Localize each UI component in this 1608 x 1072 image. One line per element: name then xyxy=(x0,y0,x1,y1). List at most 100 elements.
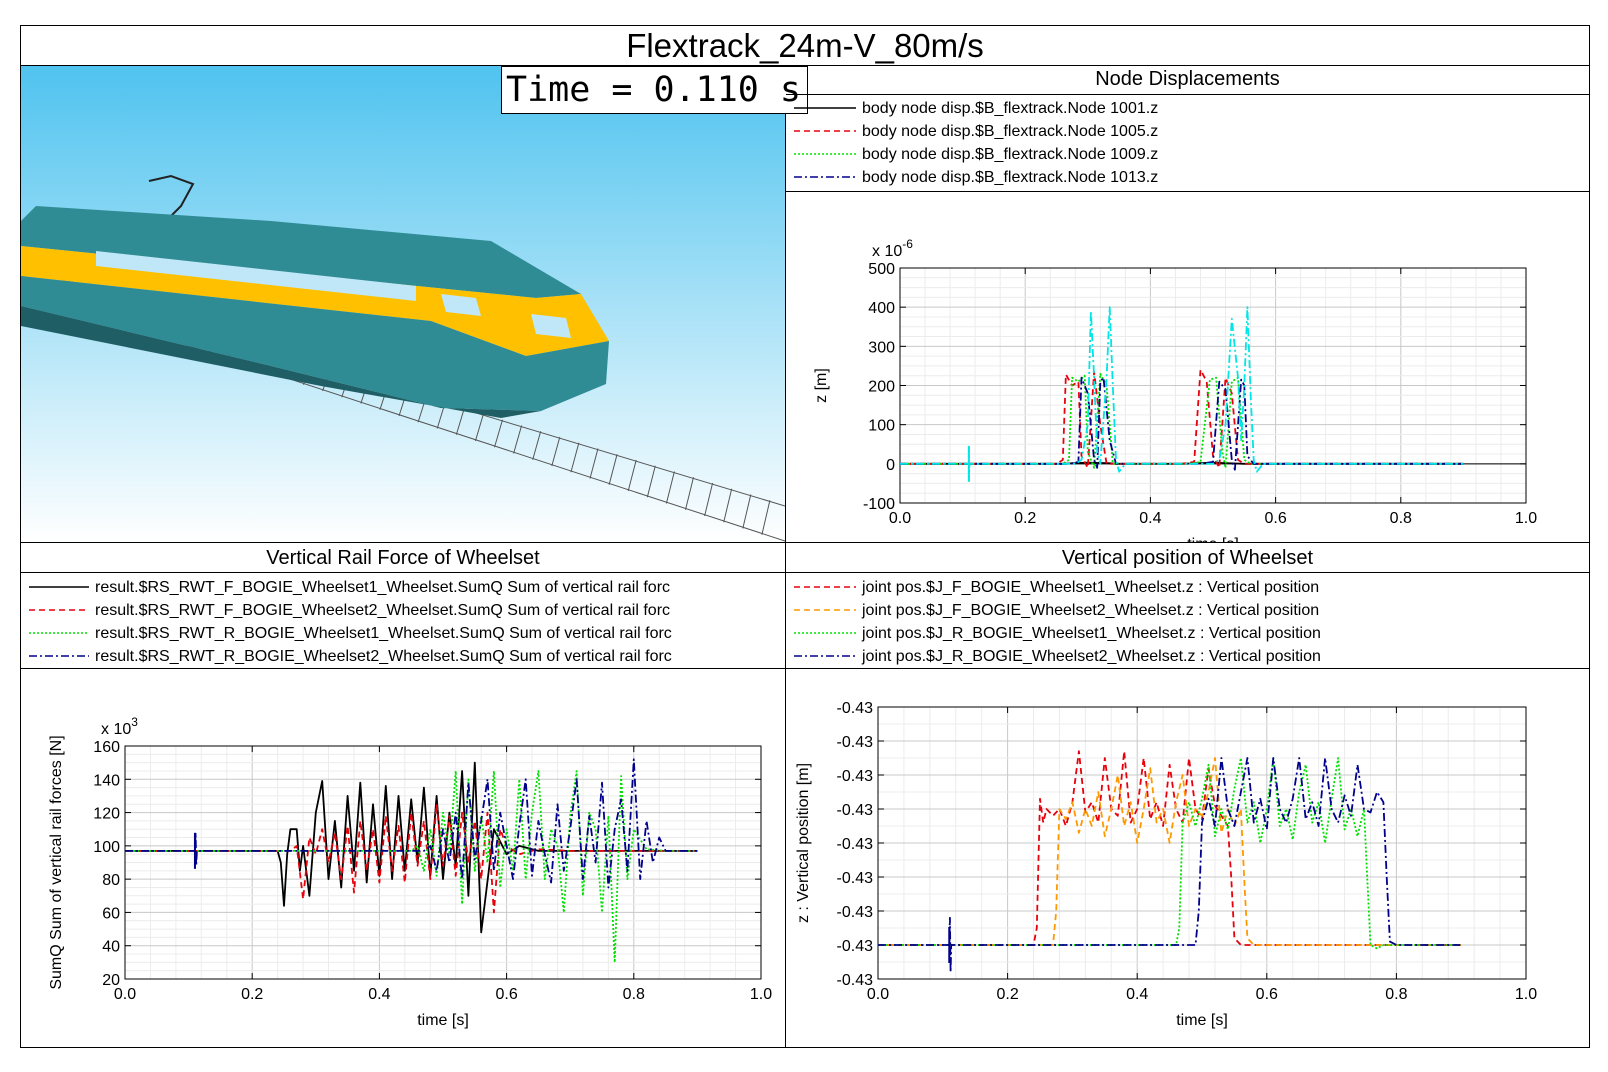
y-tick-label: 400 xyxy=(868,300,895,317)
track-sleeper xyxy=(723,488,733,523)
vertical-position-title: Vertical position of Wheelset xyxy=(786,543,1589,573)
train-roof xyxy=(21,206,581,298)
track-sleeper xyxy=(627,459,637,492)
y-multiplier-exp: -6 xyxy=(902,237,913,251)
legend-label: result.$RS_RWT_R_BOGIE_Wheelset1_Wheelse… xyxy=(95,625,672,642)
legend-label: body node disp.$B_flextrack.Node 1001.z xyxy=(862,100,1158,117)
legend-label: joint pos.$J_R_BOGIE_Wheelset1_Wheelset.… xyxy=(861,625,1321,642)
legend-label: body node disp.$B_flextrack.Node 1013.z xyxy=(862,169,1158,186)
legend-label: body node disp.$B_flextrack.Node 1009.z xyxy=(862,146,1158,163)
y-tick-label: 140 xyxy=(93,772,120,789)
y-tick-label: 120 xyxy=(93,806,120,823)
series-line xyxy=(878,757,1462,974)
x-tick-label: 0.8 xyxy=(1385,986,1407,1003)
x-axis-label: time [s] xyxy=(1187,536,1239,542)
figure-frame: Flextrack_24m-V_80m/s xyxy=(20,25,1590,1048)
y-tick-label: 20 xyxy=(102,972,120,989)
y-tick-label: 100 xyxy=(868,418,895,435)
series-line xyxy=(878,757,1462,950)
y-multiplier-exp: 3 xyxy=(131,715,138,729)
node-displacements-title: Node Displacements xyxy=(786,66,1589,95)
track-sleeper xyxy=(532,431,542,460)
main-title: Flextrack_24m-V_80m/s xyxy=(21,26,1589,66)
y-tick-label: -0.43 xyxy=(837,836,874,853)
legend-label: joint pos.$J_F_BOGIE_Wheelset2_Wheelset.… xyxy=(861,602,1319,619)
x-tick-label: 1.0 xyxy=(750,986,772,1003)
track-sleeper xyxy=(455,408,465,435)
y-tick-label: -0.43 xyxy=(837,768,874,785)
y-axis-label: SumQ Sum of vertical rail forces [N] xyxy=(48,735,65,989)
y-tick-label: 80 xyxy=(102,872,120,889)
train-window xyxy=(441,294,481,316)
y-axis-label: z : Vertical position [m] xyxy=(795,763,812,923)
animation-view xyxy=(21,66,785,542)
series-line xyxy=(900,368,1464,469)
x-tick-label: 0.0 xyxy=(867,986,889,1003)
pantograph xyxy=(148,174,195,217)
rail-force-chart: result.$RS_RWT_F_BOGIE_Wheelset1_Wheelse… xyxy=(29,579,772,1029)
y-tick-label: 160 xyxy=(93,739,120,756)
legend-label: joint pos.$J_F_BOGIE_Wheelset1_Wheelset.… xyxy=(861,579,1319,596)
y-tick-label: 40 xyxy=(102,939,120,956)
track-sleeper xyxy=(742,494,752,529)
legend-separator xyxy=(786,668,1589,669)
x-tick-label: 0.8 xyxy=(1390,510,1412,527)
train-window xyxy=(531,314,571,338)
node-displacements-chart: body node disp.$B_flextrack.Node 1001.z b… xyxy=(794,100,1537,542)
track-sleeper xyxy=(704,482,714,517)
track-sleeper xyxy=(761,500,771,535)
y-tick-label: -0.43 xyxy=(837,700,874,717)
legend-label: result.$RS_RWT_F_BOGIE_Wheelset1_Wheelse… xyxy=(95,579,670,596)
legend-label: body node disp.$B_flextrack.Node 1005.z xyxy=(862,123,1158,140)
track-sleeper xyxy=(608,454,618,485)
x-tick-label: 1.0 xyxy=(1515,510,1537,527)
train-window-strip xyxy=(96,251,416,301)
x-tick-label: 0.6 xyxy=(1256,986,1278,1003)
train-scene xyxy=(21,66,785,542)
y-tick-label: 100 xyxy=(93,839,120,856)
y-tick-label: 500 xyxy=(868,261,895,278)
y-multiplier: x 10-6 xyxy=(872,237,913,260)
series-line xyxy=(900,306,1464,481)
x-tick-label: 0.6 xyxy=(495,986,517,1003)
y-multiplier: x 103 xyxy=(101,715,138,738)
rail-force-title: Vertical Rail Force of Wheelset xyxy=(21,543,785,573)
train xyxy=(21,174,609,418)
series-line xyxy=(125,803,698,914)
x-tick-label: 0.4 xyxy=(1139,510,1161,527)
x-tick-label: 0.2 xyxy=(996,986,1018,1003)
series-line xyxy=(125,758,698,889)
x-tick-label: 0.2 xyxy=(1014,510,1036,527)
track-sleeper xyxy=(589,448,599,479)
track-sleeper xyxy=(474,413,484,442)
legend-separator xyxy=(21,668,785,669)
x-tick-label: 0.6 xyxy=(1264,510,1286,527)
track-sleeper xyxy=(685,477,694,510)
track-sleeper xyxy=(494,419,503,448)
y-tick-label: 200 xyxy=(868,379,895,396)
y-tick-label: -0.43 xyxy=(837,972,874,989)
x-axis-label: time [s] xyxy=(417,1012,469,1029)
y-axis-label: z [m] xyxy=(813,368,830,403)
series-line xyxy=(878,750,1462,946)
x-tick-label: 0.0 xyxy=(114,986,136,1003)
y-tick-label: 0 xyxy=(886,457,895,474)
y-tick-label: -0.43 xyxy=(837,802,874,819)
x-tick-label: 0.4 xyxy=(368,986,390,1003)
x-tick-label: 0.0 xyxy=(889,510,911,527)
legend-label: joint pos.$J_R_BOGIE_Wheelset2_Wheelset.… xyxy=(861,648,1321,665)
panel-divider-horizontal xyxy=(21,542,1589,543)
legend-label: result.$RS_RWT_R_BOGIE_Wheelset2_Wheelse… xyxy=(95,648,672,665)
plot-area xyxy=(124,745,762,980)
series-line xyxy=(900,376,1464,471)
series-line xyxy=(878,757,1462,946)
legend-separator xyxy=(786,191,1589,192)
series-line xyxy=(125,761,698,934)
x-tick-label: 0.8 xyxy=(623,986,645,1003)
y-tick-label: 300 xyxy=(868,339,895,356)
y-tick-label: -0.43 xyxy=(837,734,874,751)
time-readout: Time = 0.110 s xyxy=(501,66,808,114)
y-tick-label: -0.43 xyxy=(837,904,874,921)
y-tick-label: -100 xyxy=(863,496,895,513)
track-sleeper xyxy=(570,442,580,473)
